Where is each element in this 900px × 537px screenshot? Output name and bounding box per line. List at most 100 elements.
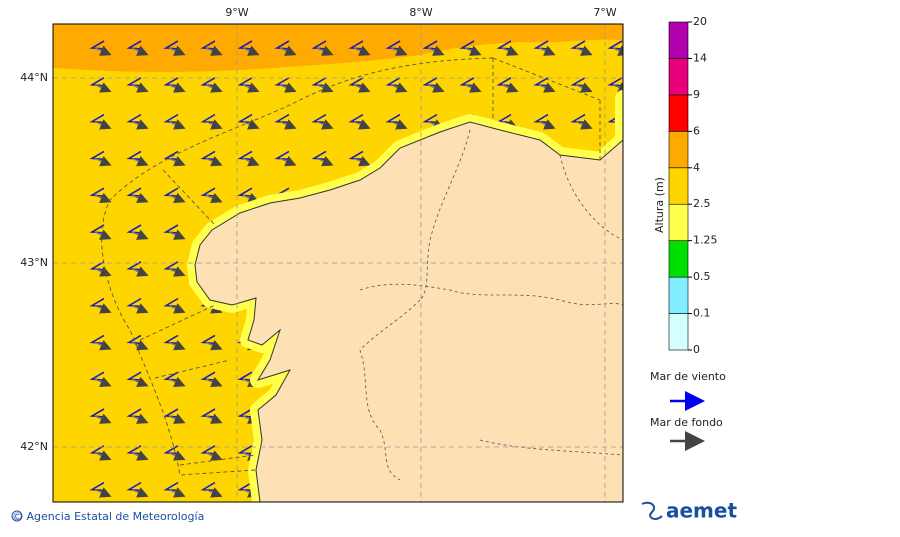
colorbar-title: Altura (m) — [653, 177, 666, 233]
swell-arrow — [316, 155, 334, 167]
swell-arrow — [94, 376, 112, 388]
swell-arrow — [279, 82, 297, 93]
swell-arrow — [575, 82, 593, 93]
swell-arrow — [131, 155, 149, 167]
map-area — [53, 24, 623, 502]
swell-arrow — [575, 45, 593, 56]
swell-arrow — [94, 155, 112, 167]
swell-arrow — [538, 119, 556, 130]
swell-arrow — [205, 192, 223, 204]
colorbar-band — [668, 313, 689, 351]
colorbar-band — [668, 131, 689, 169]
y-label: 42°N — [20, 440, 48, 453]
swell-arrow — [168, 339, 186, 351]
logo-icon — [641, 501, 663, 520]
swell-arrow — [168, 192, 186, 204]
swell-arrow — [168, 487, 186, 498]
colorbar-label: 2.5 — [693, 197, 711, 210]
swell-arrow — [131, 119, 149, 130]
colorbar-band — [668, 58, 689, 96]
swell-arrow — [168, 413, 186, 424]
swell-arrow — [501, 82, 519, 93]
legend-label: Mar de viento — [650, 370, 726, 383]
swell-arrow — [131, 82, 149, 93]
swell-arrow — [168, 450, 186, 461]
swell-arrow — [427, 82, 445, 93]
swell-arrow — [205, 487, 223, 498]
swell-arrow — [205, 376, 223, 388]
swell-arrow — [316, 45, 334, 56]
x-label: 8°W — [409, 6, 432, 19]
colorbar-band — [668, 240, 689, 278]
swell-arrow — [94, 266, 112, 277]
x-label: 7°W — [593, 6, 616, 19]
swell-arrow — [94, 45, 112, 56]
swell-arrow — [131, 376, 149, 388]
swell-arrow — [205, 45, 223, 56]
swell-arrow — [242, 82, 260, 93]
swell-arrow — [205, 450, 223, 461]
swell-arrow — [279, 119, 297, 130]
swell-arrow — [205, 339, 223, 351]
colorbar-band — [668, 276, 689, 314]
swell-arrow — [353, 82, 371, 93]
swell-arrow — [390, 119, 408, 130]
swell-arrow — [538, 45, 556, 56]
swell-arrow — [94, 119, 112, 130]
swell-arrow — [94, 487, 112, 498]
swell-arrow — [94, 450, 112, 461]
swell-arrow — [464, 82, 482, 93]
swell-arrow — [316, 119, 334, 130]
swell-arrow — [168, 266, 186, 277]
swell-arrow — [168, 376, 186, 388]
swell-arrow — [131, 413, 149, 424]
colorbar-label: 20 — [693, 15, 707, 28]
colorbar-label: 0 — [693, 343, 700, 356]
swell-arrow — [168, 82, 186, 93]
swell-arrow — [242, 119, 260, 130]
x-label: 9°W — [225, 6, 248, 19]
swell-arrow — [131, 266, 149, 277]
swell-arrow — [131, 229, 149, 240]
colorbar-label: 6 — [693, 124, 700, 137]
colorbar-label: 4 — [693, 161, 700, 174]
swell-arrow — [279, 155, 297, 167]
swell-arrow — [612, 45, 623, 56]
swell-arrow — [131, 192, 149, 204]
swell-arrow — [353, 45, 371, 56]
map-frame — [52, 23, 624, 503]
swell-arrow — [353, 119, 371, 130]
swell-arrow — [94, 339, 112, 351]
swell-arrow — [612, 82, 623, 93]
swell-arrow — [242, 45, 260, 56]
y-labels: 44°N 43°N 42°N — [20, 71, 48, 453]
colorbar-band — [668, 203, 689, 241]
swell-arrow — [353, 155, 371, 167]
swell-arrow — [94, 82, 112, 93]
swell-arrow — [168, 229, 186, 240]
logo: aemet — [666, 499, 737, 523]
province-borders — [359, 129, 623, 481]
colorbar-band — [668, 94, 689, 132]
swell-arrow — [427, 45, 445, 56]
legend-label: Mar de fondo — [650, 416, 723, 429]
swell-arrow — [205, 82, 223, 93]
swell-arrow — [205, 155, 223, 167]
swell-arrow — [575, 119, 593, 130]
colorbar-band — [668, 167, 689, 205]
zone-borders — [101, 57, 601, 476]
swell-arrow — [242, 155, 260, 167]
colorbar-band — [668, 21, 689, 59]
swell-arrow — [94, 413, 112, 424]
colorbar: 0 0.1 0.5 1.25 2.5 4 6 9 14 20 — [668, 15, 718, 356]
graticule — [53, 24, 623, 502]
swell-arrow — [501, 45, 519, 56]
swell-arrow — [168, 155, 186, 167]
swell-arrow — [168, 303, 186, 314]
swell-arrow — [316, 82, 334, 93]
swell-arrow — [279, 45, 297, 56]
y-label: 43°N — [20, 256, 48, 269]
swell-arrow — [205, 413, 223, 424]
swell-arrow — [131, 487, 149, 498]
